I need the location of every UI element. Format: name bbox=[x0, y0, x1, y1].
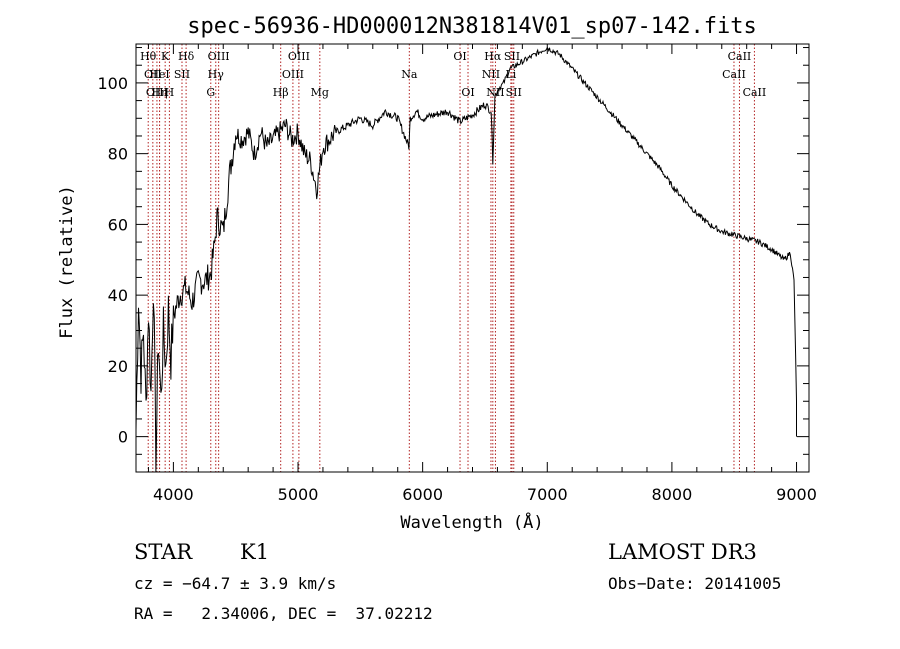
line-marker-label: SII bbox=[174, 68, 190, 81]
coordinates: RA = 2.34006, DEC = 37.02212 bbox=[134, 604, 433, 623]
line-marker-label: OIII bbox=[146, 86, 168, 99]
y-tick-label: 20 bbox=[108, 357, 128, 376]
line-marker-label: Hγ bbox=[208, 68, 225, 81]
x-axis-ticks: 4000 5000 6000 7000 8000 9000 bbox=[147, 44, 817, 504]
x-tick-label: 5000 bbox=[278, 485, 319, 504]
line-marker-label: Li bbox=[505, 68, 516, 81]
subclass: K1 bbox=[240, 540, 270, 564]
x-tick-label: 9000 bbox=[776, 485, 817, 504]
plot-frame bbox=[135, 43, 810, 473]
line-marker-label: NII bbox=[486, 86, 504, 99]
y-tick-label: 80 bbox=[108, 145, 128, 164]
x-axis-label: Wavelength (Å) bbox=[400, 511, 543, 533]
line-marker-label: Hδ bbox=[178, 50, 195, 63]
object-class: STAR bbox=[134, 540, 193, 564]
y-tick-label: 40 bbox=[108, 286, 128, 305]
line-marker-label: Hη bbox=[151, 86, 167, 99]
observation-date: Obs−Date: 20141005 bbox=[608, 574, 782, 593]
line-marker-label: CaII bbox=[722, 68, 746, 81]
y-tick-label: 100 bbox=[97, 74, 128, 93]
x-tick-label: 6000 bbox=[402, 485, 443, 504]
line-marker-label: OII bbox=[144, 68, 162, 81]
line-marker-label: Hα bbox=[484, 50, 502, 63]
y-tick-label: 60 bbox=[108, 215, 128, 234]
y-axis-ticks: 0 20 40 60 80 100 bbox=[97, 47, 809, 473]
line-marker-label: OI bbox=[453, 50, 466, 63]
line-marker-label: OI bbox=[461, 86, 474, 99]
line-marker-label: Hθ bbox=[140, 50, 157, 63]
spectral-line-markers bbox=[147, 44, 755, 472]
line-marker-label: OIII bbox=[208, 50, 230, 63]
line-marker-label: Hβ bbox=[273, 86, 289, 99]
line-marker-label: H bbox=[165, 86, 175, 99]
line-marker-label: CaII bbox=[728, 50, 752, 63]
line-marker-label: OIII bbox=[282, 68, 304, 81]
spectral-line-labels: HθOIIOIIIHηKHeIHSIIHδGHγOIIIHβOIIIOIIIMg… bbox=[140, 50, 766, 99]
redshift-velocity: cz = −64.7 ± 3.9 km/s bbox=[134, 574, 337, 593]
line-marker-label: SII bbox=[504, 50, 520, 63]
line-marker-label: SII bbox=[506, 86, 522, 99]
x-tick-label: 7000 bbox=[527, 485, 568, 504]
line-marker-label: K bbox=[161, 50, 170, 63]
chart-title: spec-56936-HD000012N381814V01_sp07-142.f… bbox=[187, 14, 757, 39]
x-tick-label: 8000 bbox=[652, 485, 693, 504]
survey-label: LAMOST DR3 bbox=[608, 540, 757, 564]
line-marker-label: OIII bbox=[288, 50, 310, 63]
line-marker-label: HeI bbox=[149, 68, 169, 81]
line-marker-label: Na bbox=[401, 68, 418, 81]
x-tick-label: 4000 bbox=[153, 485, 194, 504]
line-marker-label: NII bbox=[482, 68, 500, 81]
line-marker-label: CaII bbox=[743, 86, 767, 99]
line-marker-label: Mg bbox=[311, 86, 329, 99]
line-marker-label: G bbox=[206, 86, 215, 99]
spectrum-line bbox=[135, 46, 797, 473]
y-axis-label: Flux (relative) bbox=[57, 185, 77, 339]
y-tick-label: 0 bbox=[118, 428, 128, 447]
